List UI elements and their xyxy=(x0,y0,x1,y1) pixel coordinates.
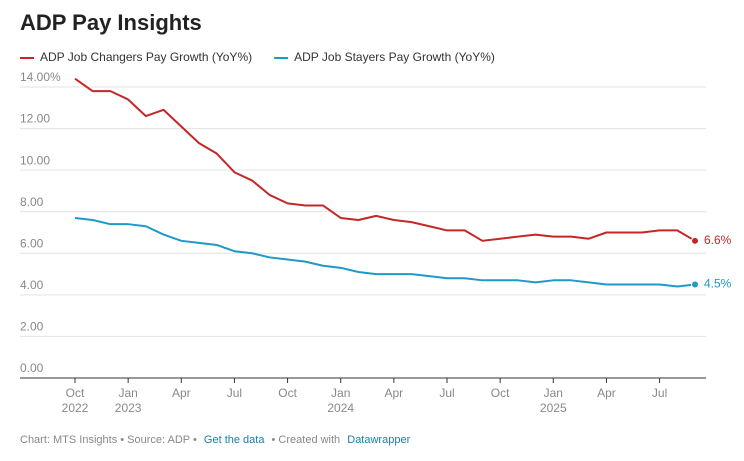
x-tick-year: 2023 xyxy=(115,401,142,415)
y-tick-label: 2.00 xyxy=(20,320,44,334)
y-tick-label: 12.00 xyxy=(20,112,50,126)
x-tick-label: Jul xyxy=(227,386,242,400)
x-tick-label: Jan xyxy=(118,386,137,400)
x-tick-label: Jul xyxy=(652,386,667,400)
series-line xyxy=(74,216,696,288)
x-tick-year: 2025 xyxy=(540,401,567,415)
y-tick-label: 10.00 xyxy=(20,153,50,167)
y-tick-label: 8.00 xyxy=(20,195,44,209)
chart-title: ADP Pay Insights xyxy=(20,10,202,35)
series-line xyxy=(74,77,696,242)
x-tick-label: Apr xyxy=(385,386,404,400)
value-label: 6.6% xyxy=(704,233,732,247)
x-tick-label: Jul xyxy=(439,386,454,400)
datawrapper-link[interactable]: Datawrapper xyxy=(347,434,410,446)
value-label: 4.5% xyxy=(704,277,732,291)
y-tick-label: 4.00 xyxy=(20,278,44,292)
x-tick-year: 2024 xyxy=(327,401,354,415)
legend-label: ADP Job Stayers Pay Growth (YoY%) xyxy=(294,50,495,64)
end-point xyxy=(691,236,699,245)
x-tick-label: Oct xyxy=(278,386,297,400)
x-tick-label: Apr xyxy=(597,386,616,400)
y-tick-label: 6.00 xyxy=(20,236,44,250)
x-tick-year: 2022 xyxy=(62,401,89,415)
footer: Chart: MTS Insights • Source: ADP • Get … xyxy=(20,434,411,446)
x-tick-label: Oct xyxy=(66,386,85,400)
x-tick-label: Oct xyxy=(491,386,510,400)
x-tick-label: Jan xyxy=(544,386,563,400)
legend-label: ADP Job Changers Pay Growth (YoY%) xyxy=(40,50,252,64)
y-tick-label: 14.00% xyxy=(20,70,61,84)
footer-prefix: Chart: MTS Insights • Source: ADP • xyxy=(20,434,197,446)
footer-middle: • Created with xyxy=(272,434,341,446)
x-tick-label: Jan xyxy=(331,386,350,400)
y-tick-label: 0.00 xyxy=(20,361,44,375)
end-point xyxy=(691,280,699,289)
x-tick-label: Apr xyxy=(172,386,191,400)
data-link[interactable]: Get the data xyxy=(204,434,265,446)
